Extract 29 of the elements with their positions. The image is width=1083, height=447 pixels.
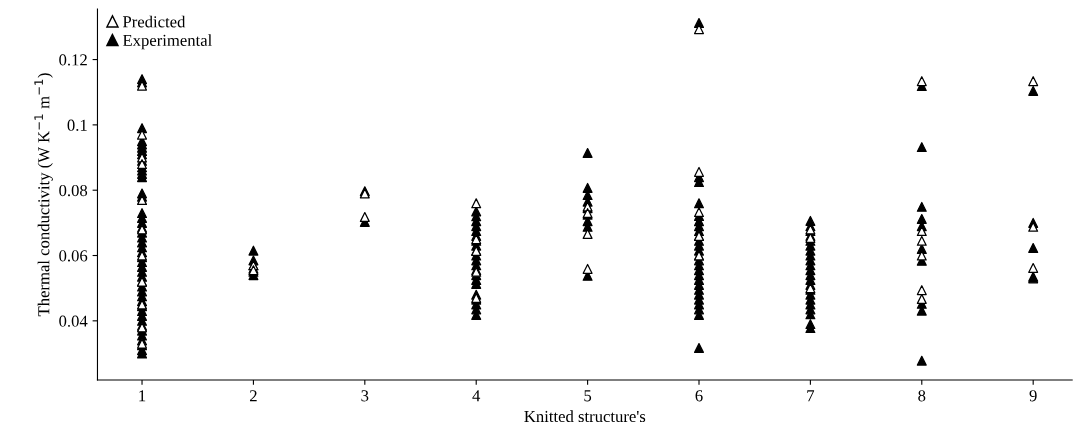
y-tick-label: 0.08 — [59, 184, 88, 197]
x-tick-label: 6 — [695, 390, 703, 402]
y-tick-label: 0.06 — [59, 250, 88, 262]
x-tick-label: 1 — [139, 390, 146, 402]
x-tick-label: 8 — [918, 390, 926, 402]
point — [916, 285, 927, 296]
point — [916, 235, 927, 246]
legend-label: Predicted — [122, 15, 186, 28]
point — [1028, 262, 1039, 273]
y-tick-label: 0.12 — [59, 54, 87, 66]
x-axis-title: Knitted structure's — [524, 410, 646, 423]
x-tick-label: 2 — [249, 390, 257, 402]
x-tick-label: 3 — [361, 390, 369, 402]
x-tick-label: 9 — [1029, 390, 1037, 402]
point — [1028, 76, 1039, 87]
point — [471, 198, 482, 209]
point — [916, 76, 927, 87]
point — [693, 207, 705, 218]
point — [693, 166, 705, 177]
y-tick-label: 0.1 — [67, 119, 87, 131]
x-tick-label: 5 — [584, 390, 592, 402]
y-axis-title: Thermal conductivity (W K$^{−1}$ m$^{−1}$) — [34, 73, 53, 317]
point — [137, 129, 148, 140]
x-tick-label: 7 — [807, 390, 815, 402]
point — [582, 263, 593, 274]
y-tick-label: 0.04 — [59, 315, 88, 327]
point — [359, 211, 370, 222]
legend-label: Experimental — [122, 34, 212, 50]
x-tick-label: 4 — [472, 390, 481, 402]
